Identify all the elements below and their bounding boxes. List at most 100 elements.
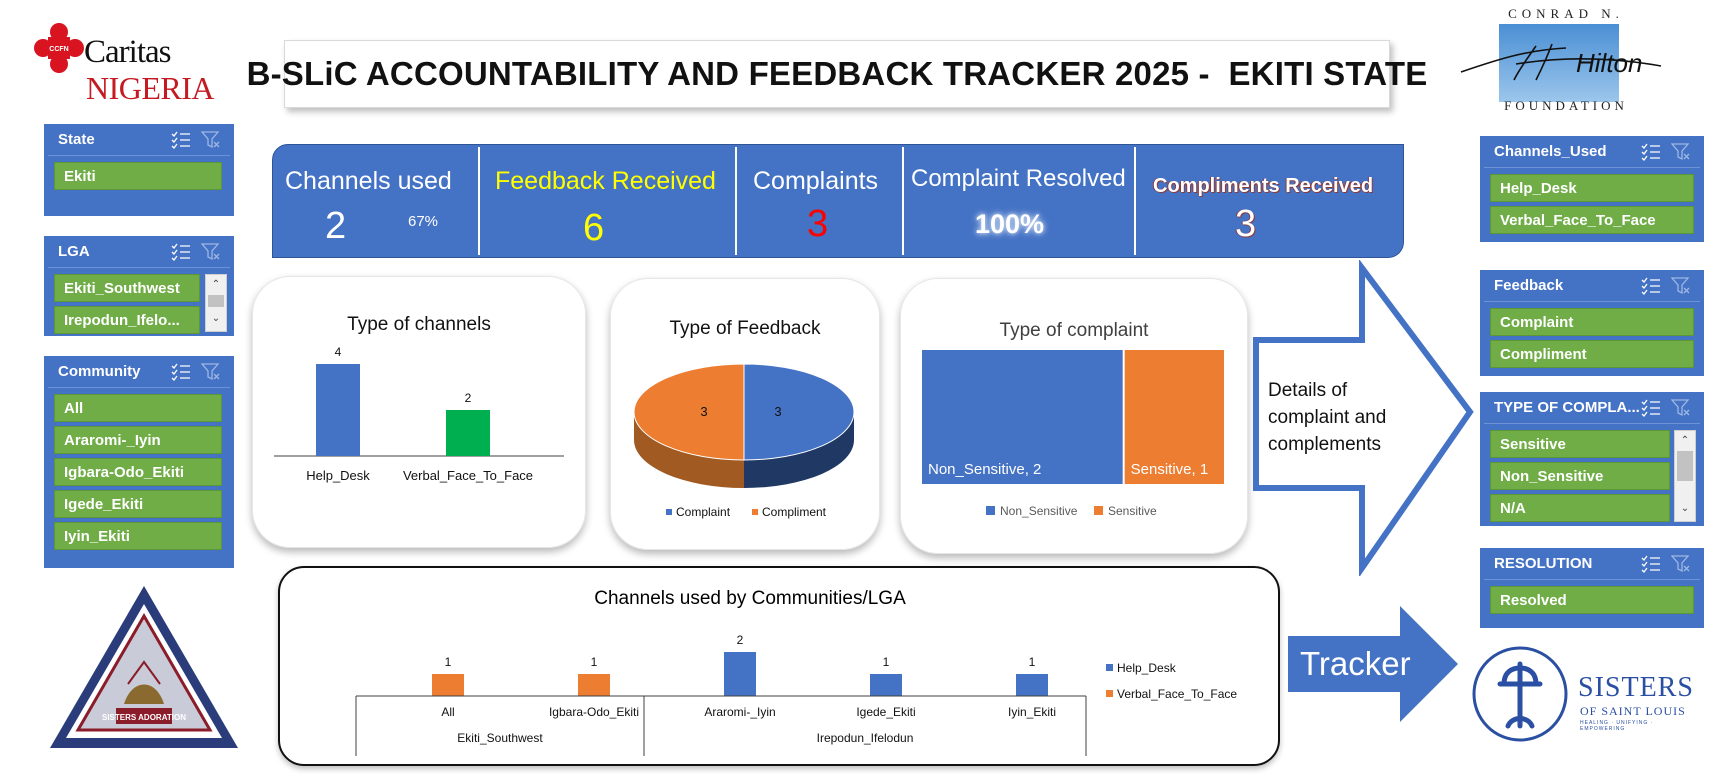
clear-filter-icon[interactable] (1670, 553, 1692, 575)
clear-filter-icon[interactable] (200, 241, 222, 263)
caritas-country: NIGERIA (86, 70, 215, 106)
clear-filter-icon[interactable] (1670, 141, 1692, 163)
legend-swatch (1106, 690, 1113, 697)
clear-filter-icon[interactable] (1670, 275, 1692, 297)
x-tick-label: Igede_Ekiti (856, 705, 915, 719)
clear-filter-icon[interactable] (200, 361, 222, 383)
hilton-foundation-logo: CONRAD N. Hilton FOUNDATION (1456, 6, 1676, 116)
slicer-scrollbar[interactable]: ⌃ ⌄ (205, 274, 227, 332)
bar (446, 410, 490, 456)
tracker-label[interactable]: Tracker (1300, 645, 1411, 682)
pie-side-compliment (634, 412, 744, 488)
slicer-title: Channels_Used (1494, 143, 1607, 160)
data-label: 4 (335, 345, 342, 359)
slicer-item[interactable]: Iyin_Ekiti (54, 522, 222, 550)
slicer-item[interactable]: Ekiti (54, 162, 222, 190)
legend-label: Verbal_Face_To_Face (1117, 687, 1237, 701)
kpi-resolved-label: Complaint Resolved (911, 165, 1126, 192)
slicer-item[interactable]: Araromi-_Iyin (54, 426, 222, 454)
hilton-signature: Hilton (1460, 43, 1662, 81)
slicer-item[interactable]: All (54, 394, 222, 422)
multi-select-icon[interactable] (1640, 275, 1662, 297)
treemap-label: Sensitive, 1 (1131, 461, 1209, 478)
chart-title: Type of channels (347, 314, 491, 335)
sisters-tagline: HEALING · UNIFYING · EMPOWERING (1580, 720, 1654, 732)
multi-select-icon[interactable] (1640, 553, 1662, 575)
pie-chart: 3 3 Complaint Compliment (633, 363, 855, 519)
bar (1016, 674, 1048, 696)
x-tick-label: Igbara-Odo_Ekiti (549, 705, 639, 719)
treemap-cell (922, 350, 1123, 484)
slicer-title: Feedback (1494, 277, 1564, 294)
kpi-compliments-label: Compliments Received (1153, 175, 1374, 197)
slicer-item[interactable]: Igbara-Odo_Ekiti (54, 458, 222, 486)
kpi-channels-percent: 67% (408, 213, 439, 230)
clear-filter-icon[interactable] (1670, 397, 1692, 419)
slicer-item[interactable]: Irepodun_Ifelo... (54, 306, 200, 334)
svg-text:Hilton: Hilton (1576, 48, 1642, 78)
slicer-title: State (58, 131, 95, 148)
multi-select-icon[interactable] (170, 129, 192, 151)
x-tick-label: Help_Desk (306, 468, 370, 483)
kpi-complaints-label: Complaints (753, 167, 879, 195)
multi-select-icon[interactable] (1640, 397, 1662, 419)
legend-label: Complaint (676, 505, 731, 519)
slicer-item[interactable]: Igede_Ekiti (54, 490, 222, 518)
slicer-resolution: RESOLUTION Resolved (1480, 548, 1704, 628)
scroll-up-icon[interactable]: ⌃ (211, 278, 221, 290)
scroll-up-icon[interactable]: ⌃ (1680, 434, 1690, 446)
slicer-item[interactable]: Ekiti_Southwest (54, 274, 200, 302)
slicer-item[interactable]: Resolved (1490, 586, 1694, 614)
clear-filter-icon[interactable] (200, 129, 222, 151)
kpi-band: Channels used 2 67% Feedback Received 6 … (272, 144, 1404, 258)
chart-type-of-channels: Type of channels 4 Help_Desk 2 Verbal_Face_… (252, 276, 586, 548)
slicer-item[interactable]: Compliment (1490, 340, 1694, 368)
multi-select-icon[interactable] (1640, 141, 1662, 163)
slicer-item[interactable]: Complaint (1490, 308, 1694, 336)
chart-title: Type of complaint (999, 320, 1149, 341)
slicer-item[interactable]: Sensitive (1490, 430, 1670, 458)
kpi-feedback-label: Feedback Received (495, 167, 716, 195)
hilton-top-text: CONRAD N. (1508, 6, 1624, 21)
pie-slice (743, 363, 855, 461)
x-tick-label: Verbal_Face_To_Face (403, 468, 533, 483)
slicer-lga: LGA Ekiti_Southwest Irepodun_Ifelo... ⌃ … (44, 236, 234, 336)
legend-label: Compliment (762, 505, 827, 519)
slicer-state: State Ekiti (44, 124, 234, 216)
data-label: 3 (774, 404, 781, 419)
data-label: 2 (465, 391, 472, 405)
slicer-item[interactable]: Help_Desk (1490, 174, 1694, 202)
tracker-arrow-shape[interactable] (1288, 606, 1460, 724)
slicer-scrollbar[interactable]: ⌃ ⌄ (1674, 430, 1696, 522)
scroll-thumb[interactable] (1677, 451, 1693, 481)
slicer-item[interactable]: Verbal_Face_To_Face (1490, 206, 1694, 234)
slicer-title: TYPE OF COMPLA... (1494, 399, 1640, 416)
hilton-bottom-text: FOUNDATION (1504, 98, 1628, 113)
scroll-down-icon[interactable]: ⌄ (1680, 502, 1690, 514)
data-label: 1 (883, 655, 890, 669)
svg-text:CCFN: CCFN (49, 46, 68, 53)
bar (724, 652, 756, 696)
bar-chart: 4 Help_Desk 2 Verbal_Face_To_Face (274, 345, 564, 483)
slicer-item[interactable]: Non_Sensitive (1490, 462, 1670, 490)
scroll-thumb[interactable] (208, 295, 224, 307)
pie-slice (633, 363, 745, 461)
multi-select-icon[interactable] (170, 241, 192, 263)
slicer-item[interactable]: N/A (1490, 494, 1670, 522)
legend-swatch (666, 509, 672, 515)
scroll-down-icon[interactable]: ⌄ (211, 312, 221, 324)
legend-swatch (752, 509, 758, 515)
multi-select-icon[interactable] (170, 361, 192, 383)
x-tick-label: All (441, 705, 454, 719)
details-arrow-shape (1253, 260, 1474, 576)
grouped-bar-chart: 1 All 1 Igbara-Odo_Ekiti 2 Araromi-_Iyin 1 Iged… (355, 633, 1237, 756)
chart-channels-by-community: Channels used by Communities/LGA 1 All 1 Ig… (278, 566, 1280, 766)
data-label: 1 (1029, 655, 1036, 669)
adoration-logo: SISTERS ADORATION (50, 586, 238, 748)
legend-label: Help_Desk (1117, 661, 1177, 675)
caritas-cross-icon: CCFN (34, 23, 84, 73)
x-tick-label: Araromi-_Iyin (704, 705, 775, 719)
sisters-emblem-icon (1472, 646, 1568, 742)
data-label: 1 (591, 655, 598, 669)
caritas-logo: CCFN Caritas NIGERIA (34, 18, 215, 108)
